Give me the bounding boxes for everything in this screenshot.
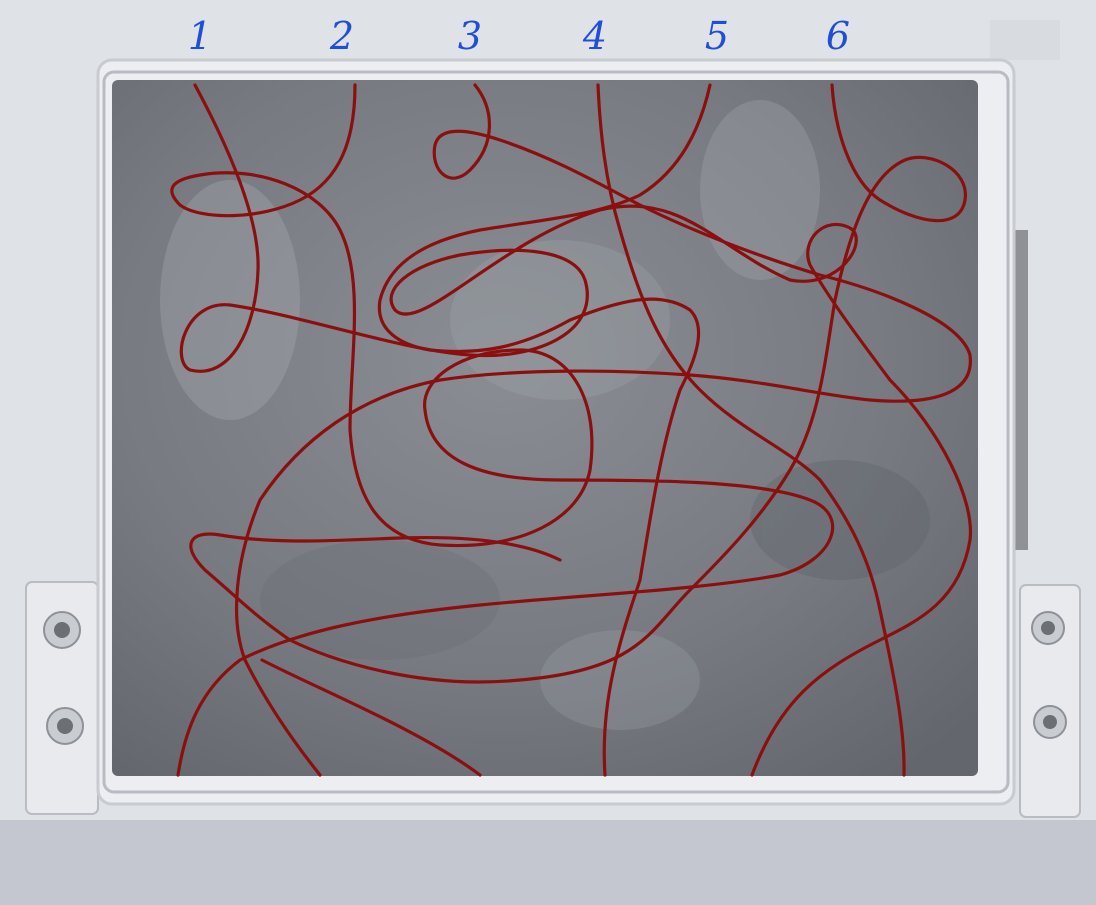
- wall-smudge: [990, 20, 1060, 60]
- frame-inner-edge: [102, 70, 1010, 794]
- floor-strip: [0, 820, 1096, 905]
- wire-line[interactable]: [179, 83, 973, 777]
- column-label-2: 2: [329, 14, 355, 58]
- column-label-1: 1: [187, 14, 213, 58]
- right-bracket: [1019, 584, 1081, 818]
- bolt-head-icon: [57, 718, 73, 734]
- wire-line[interactable]: [234, 83, 972, 777]
- column-label-4: 4: [582, 14, 608, 58]
- left-bracket: [25, 581, 99, 815]
- wire-line[interactable]: [260, 658, 482, 777]
- metal-plate: [112, 80, 978, 776]
- wire-line[interactable]: [596, 83, 906, 777]
- column-label-6: 6: [825, 14, 851, 58]
- column-label-5: 5: [704, 14, 730, 58]
- wire-line[interactable]: [377, 83, 712, 777]
- column-label-3: 3: [457, 14, 483, 58]
- bolt-head-icon: [1043, 715, 1057, 729]
- bolt-head-icon: [54, 622, 70, 638]
- wire-line[interactable]: [170, 83, 835, 777]
- wire-line[interactable]: [189, 83, 967, 684]
- wire-tangle: [170, 83, 973, 777]
- bolt-head-icon: [1041, 621, 1055, 635]
